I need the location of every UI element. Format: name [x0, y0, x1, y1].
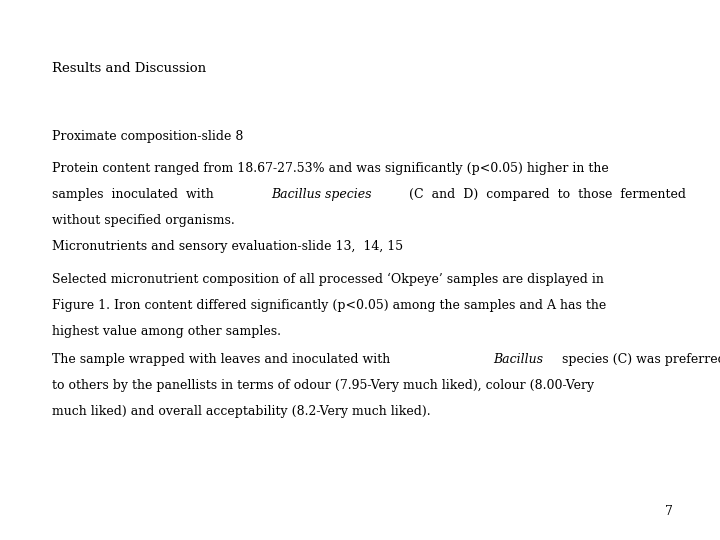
Text: Proximate composition-slide 8: Proximate composition-slide 8	[52, 130, 243, 143]
Text: samples  inoculated  with: samples inoculated with	[52, 188, 222, 201]
Text: Selected micronutrient composition of all processed ‘Okpeye’ samples are display: Selected micronutrient composition of al…	[52, 273, 603, 286]
Text: highest value among other samples.: highest value among other samples.	[52, 325, 281, 338]
Text: species (C) was preferred: species (C) was preferred	[558, 353, 720, 366]
Text: 7: 7	[665, 505, 673, 518]
Text: (C  and  D)  compared  to  those  fermented: (C and D) compared to those fermented	[400, 188, 685, 201]
Text: to others by the panellists in terms of odour (7.95-Very much liked), colour (8.: to others by the panellists in terms of …	[52, 379, 594, 392]
Text: Micronutrients and sensory evaluation-slide 13,  14, 15: Micronutrients and sensory evaluation-sl…	[52, 240, 403, 253]
Text: The sample wrapped with leaves and inoculated with: The sample wrapped with leaves and inocu…	[52, 353, 394, 366]
Text: Bacillus: Bacillus	[493, 353, 544, 366]
Text: Protein content ranged from 18.67-27.53% and was significantly (p<0.05) higher i: Protein content ranged from 18.67-27.53%…	[52, 162, 608, 175]
Text: without specified organisms.: without specified organisms.	[52, 214, 235, 227]
Text: Figure 1. Iron content differed significantly (p<0.05) among the samples and A h: Figure 1. Iron content differed signific…	[52, 299, 606, 312]
Text: much liked) and overall acceptability (8.2-Very much liked).: much liked) and overall acceptability (8…	[52, 405, 431, 418]
Text: Results and Discussion: Results and Discussion	[52, 62, 206, 75]
Text: Bacillus species: Bacillus species	[271, 188, 372, 201]
